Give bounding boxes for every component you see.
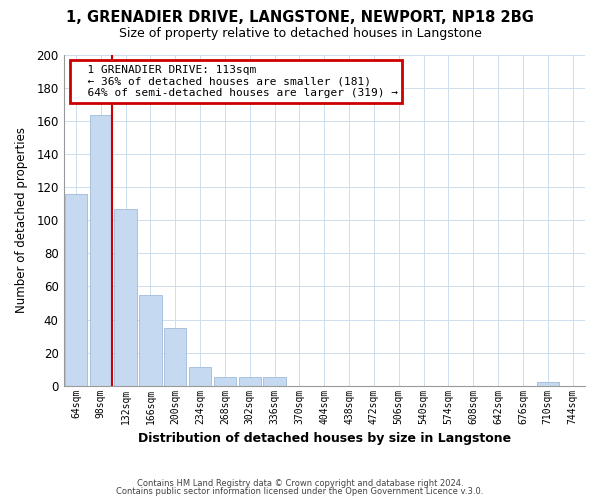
Bar — [214, 378, 236, 386]
Y-axis label: Number of detached properties: Number of detached properties — [15, 128, 28, 314]
Bar — [115, 208, 137, 386]
Bar — [139, 294, 161, 386]
Text: Contains HM Land Registry data © Crown copyright and database right 2024.: Contains HM Land Registry data © Crown c… — [137, 478, 463, 488]
Text: 1, GRENADIER DRIVE, LANGSTONE, NEWPORT, NP18 2BG: 1, GRENADIER DRIVE, LANGSTONE, NEWPORT, … — [66, 10, 534, 25]
Bar — [89, 114, 112, 386]
Bar — [263, 378, 286, 386]
Bar — [164, 328, 187, 386]
Text: 1 GRENADIER DRIVE: 113sqm
  ← 36% of detached houses are smaller (181)
  64% of : 1 GRENADIER DRIVE: 113sqm ← 36% of detac… — [74, 65, 398, 98]
X-axis label: Distribution of detached houses by size in Langstone: Distribution of detached houses by size … — [138, 432, 511, 445]
Bar — [239, 378, 261, 386]
Text: Size of property relative to detached houses in Langstone: Size of property relative to detached ho… — [119, 28, 481, 40]
Bar — [189, 368, 211, 386]
Bar — [536, 382, 559, 386]
Text: Contains public sector information licensed under the Open Government Licence v.: Contains public sector information licen… — [116, 487, 484, 496]
Bar — [65, 194, 87, 386]
